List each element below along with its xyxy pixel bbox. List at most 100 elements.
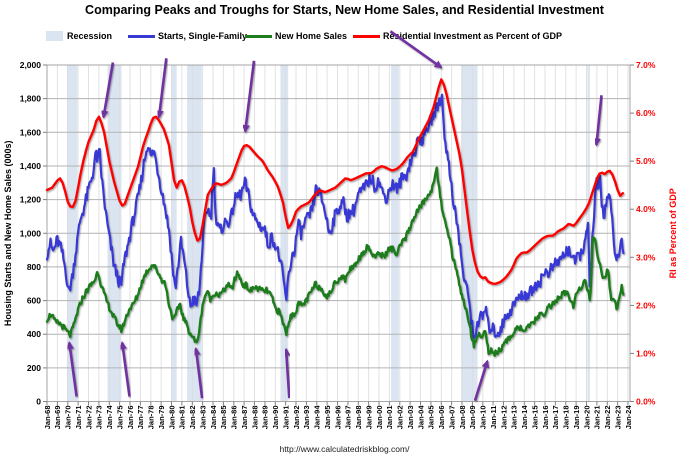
- x-tick-label: Jan-19: [572, 406, 581, 430]
- x-tick-label: Jan-13: [510, 406, 519, 430]
- x-tick-label: Jan-23: [613, 406, 622, 430]
- x-tick-label: Jan-18: [562, 406, 571, 430]
- x-tick-label: Jan-85: [219, 406, 228, 430]
- legend-item-starts: Starts, Single-Family: [128, 29, 247, 43]
- x-tick-label: Jan-87: [240, 406, 249, 430]
- y-tick-label-left: 1,800: [20, 94, 42, 104]
- peak-arrow: [242, 60, 256, 133]
- legend-item-ri-gdp: Residential Investment as Percent of GDP: [353, 29, 562, 43]
- legend-item-recession: Recession: [46, 29, 112, 43]
- x-tick-label: Jan-93: [302, 406, 311, 430]
- x-tick-label: Jan-14: [520, 405, 529, 430]
- series-ri-gdp-line: [45, 78, 624, 285]
- series-new-home-sales-line: [45, 166, 625, 357]
- peak-arrow: [155, 58, 168, 119]
- x-tick-label: Jan-10: [479, 406, 488, 430]
- chart-title: Comparing Peaks and Troughs for Starts, …: [85, 3, 604, 17]
- x-tick-label: Jan-71: [74, 406, 83, 430]
- x-tick-label: Jan-78: [147, 406, 156, 430]
- y-tick-label-right: 4.0%: [636, 204, 656, 214]
- x-tick-label: Jan-75: [115, 406, 124, 430]
- legend: Recession Starts, Single-Family New Home S…: [0, 29, 689, 45]
- legend-label-recession: Recession: [67, 31, 113, 41]
- y-tick-label-right: 2.0%: [636, 300, 656, 310]
- x-tick-label: Jan-24: [624, 405, 633, 430]
- y-axis-right-title: RI as Percent of GDP: [668, 188, 678, 278]
- x-tick-label: Jan-04: [416, 405, 425, 430]
- peak-arrow: [389, 30, 443, 69]
- x-tick-label: Jan-70: [64, 406, 73, 430]
- legend-label-new-home-sales: New Home Sales: [275, 31, 348, 41]
- y-tick-label-left: 1,200: [20, 195, 42, 205]
- x-tick-label: Jan-73: [95, 406, 104, 430]
- x-tick-label: Jan-97: [344, 406, 353, 430]
- x-tick-label: Jan-08: [458, 406, 467, 430]
- y-tick-label-right: 7.0%: [636, 60, 656, 70]
- x-tick-label: Jan-16: [541, 406, 550, 430]
- x-tick-label: Jan-88: [250, 406, 259, 430]
- y-tick-label-left: 0: [36, 397, 41, 407]
- x-tick-label: Jan-96: [333, 406, 342, 430]
- y-tick-label-left: 1,600: [20, 127, 42, 137]
- peak-arrow: [593, 95, 603, 147]
- x-tick-label: Jan-84: [209, 405, 218, 430]
- x-tick-label: Jan-01: [385, 406, 394, 430]
- x-tick-label: Jan-91: [281, 406, 290, 430]
- x-tick-label: Jan-79: [157, 406, 166, 430]
- legend-label-starts: Starts, Single-Family: [158, 31, 248, 41]
- x-tick-label: Jan-09: [468, 406, 477, 430]
- x-tick-label: Jan-06: [437, 406, 446, 430]
- x-tick-label: Jan-05: [427, 406, 436, 430]
- legend-line-swatch-ri-gdp: [353, 34, 380, 38]
- y-tick-label-left: 200: [27, 363, 41, 373]
- x-tick-label: Jan-99: [364, 406, 373, 430]
- x-tick-label: Jan-15: [530, 406, 539, 430]
- legend-item-new-home-sales: New Home Sales: [245, 29, 347, 43]
- legend-label-ri-gdp: Residential Investment as Percent of GDP: [383, 31, 563, 41]
- x-tick-label: Jan-12: [499, 406, 508, 430]
- legend-box-swatch-recession: [46, 31, 63, 41]
- x-tick-label: Jan-80: [167, 406, 176, 430]
- legend-line-swatch-new-home-sales: [245, 34, 272, 38]
- x-tick-label: Jan-20: [582, 406, 591, 430]
- footer-url: http://www.calculatedriskblog.com/: [279, 444, 410, 454]
- y-tick-label-left: 1,000: [20, 228, 42, 238]
- x-tick-label: Jan-81: [178, 406, 187, 430]
- trough-arrow: [119, 341, 131, 397]
- y-tick-label-left: 800: [27, 262, 41, 272]
- trough-arrow: [192, 347, 204, 399]
- x-tick-label: Jan-69: [53, 406, 62, 430]
- trough-arrow: [473, 359, 490, 402]
- series-starts-line: [45, 93, 625, 340]
- y-tick-label-right: 3.0%: [636, 252, 656, 262]
- x-tick-label: Jan-90: [271, 406, 280, 430]
- x-tick-label: Jan-86: [230, 406, 239, 430]
- y-tick-label-left: 400: [27, 329, 41, 339]
- x-tick-label: Jan-76: [126, 406, 135, 430]
- x-tick-label: Jan-72: [84, 406, 93, 430]
- legend-line-swatch-starts: [128, 34, 155, 38]
- x-tick-label: Jan-17: [551, 406, 560, 430]
- trough-arrow: [282, 347, 291, 399]
- x-tick-label: Jan-83: [198, 406, 207, 430]
- x-tick-label: Jan-77: [136, 406, 145, 430]
- trough-arrow: [66, 341, 78, 397]
- x-tick-label: Jan-92: [292, 406, 301, 430]
- x-tick-label: Jan-03: [406, 406, 415, 430]
- x-tick-label: Jan-11: [489, 406, 498, 429]
- x-tick-label: Jan-00: [375, 406, 384, 430]
- x-tick-label: Jan-82: [188, 406, 197, 430]
- y-tick-label-left: 600: [27, 296, 41, 306]
- x-tick-label: Jan-68: [43, 406, 52, 430]
- peak-arrow: [100, 62, 115, 119]
- x-tick-label: Jan-94: [313, 405, 322, 430]
- y-axis-left-title: Housing Starts and New Home Sales (000s): [3, 141, 13, 327]
- y-tick-label-left: 2,000: [20, 60, 42, 70]
- y-tick-label-right: 0.0%: [636, 397, 656, 407]
- y-tick-label-left: 1,400: [20, 161, 42, 171]
- x-tick-label: Jan-89: [261, 406, 270, 430]
- x-tick-label: Jan-07: [447, 406, 456, 430]
- y-tick-label-right: 5.0%: [636, 156, 656, 166]
